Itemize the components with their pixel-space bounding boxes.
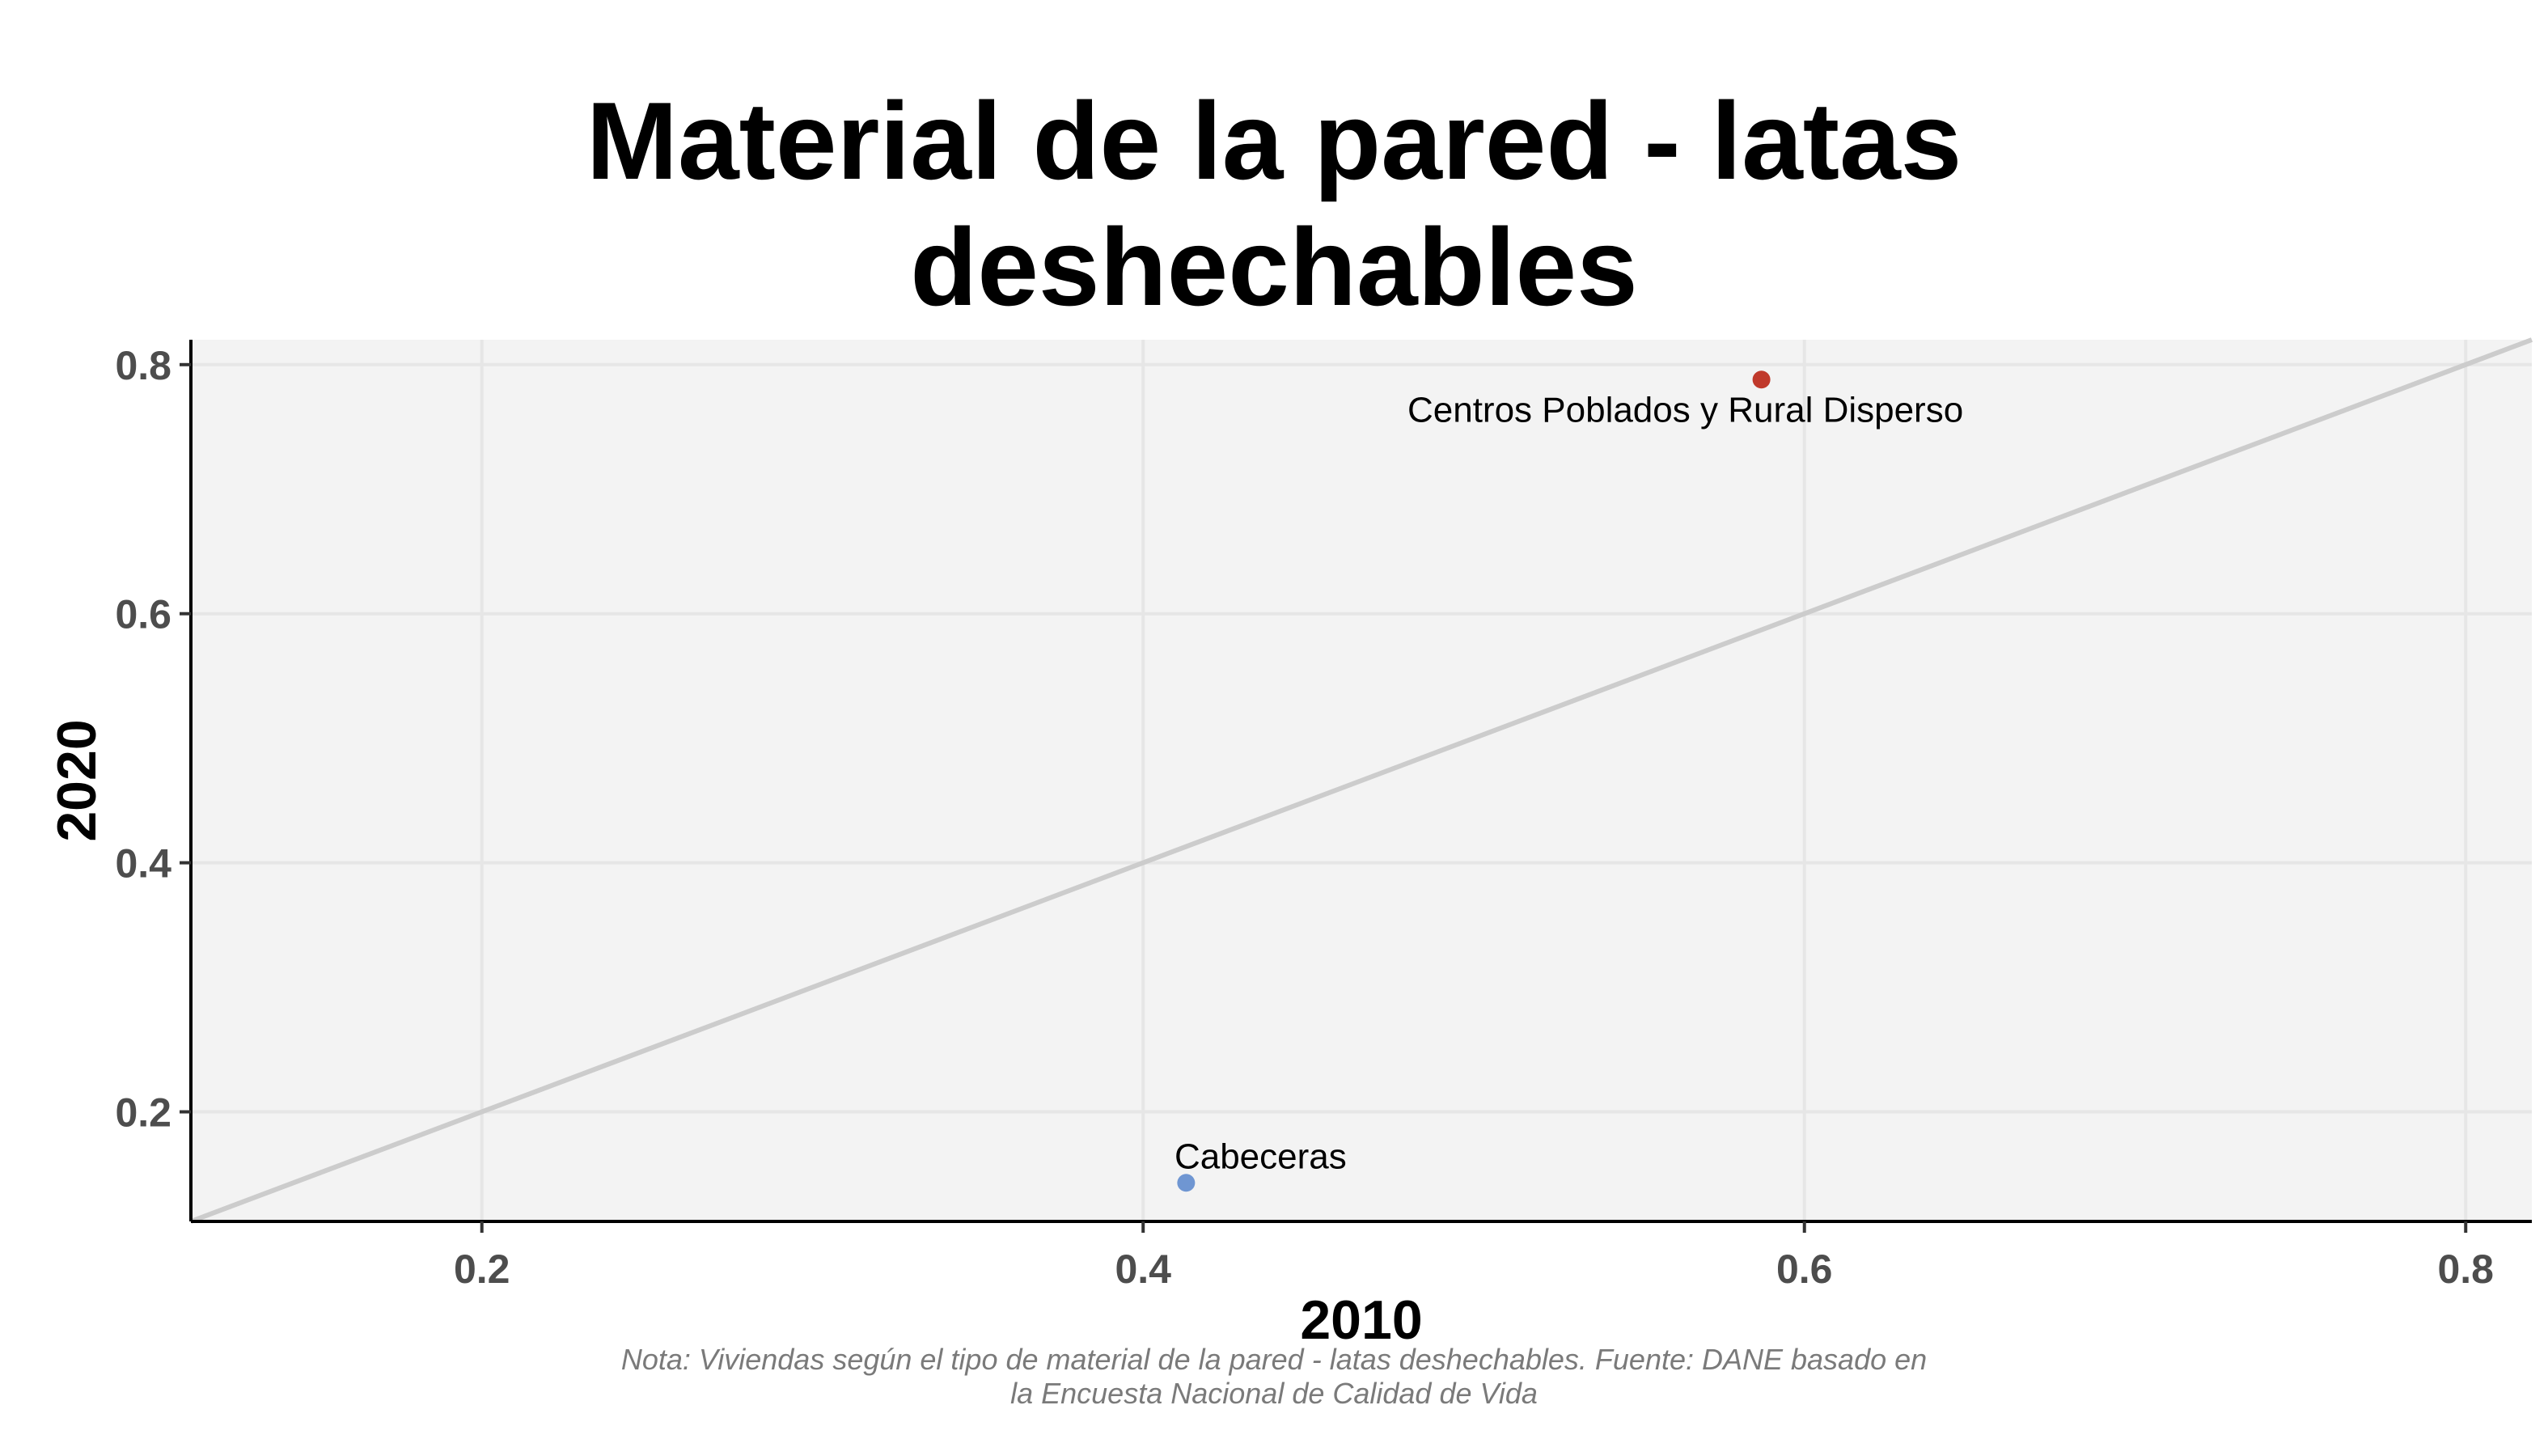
chart-title-line-1: Material de la pared - latas: [586, 79, 1962, 202]
data-point-label: Cabeceras: [1175, 1136, 1347, 1176]
y-tick-label: 0.2: [115, 1090, 171, 1136]
y-tick-label: 0.8: [115, 343, 171, 388]
x-tick-label: 0.4: [1115, 1246, 1171, 1292]
x-tick-label: 0.6: [1776, 1246, 1833, 1292]
chart-caption: Nota: Viviendas según el tipo de materia…: [0, 1343, 2548, 1411]
grid-lines: [191, 340, 2532, 1221]
chart-title: Material de la pared - latas deshechable…: [0, 78, 2548, 330]
caption-line-1: Nota: Viviendas según el tipo de materia…: [620, 1343, 1928, 1376]
x-tick-label: 0.2: [454, 1246, 510, 1292]
reference-line-y-equals-x: [189, 337, 2533, 1224]
y-axis-ticks: 0.2 0.4 0.6 0.8: [115, 343, 191, 1136]
data-point: [1752, 370, 1771, 389]
x-axis-ticks: 0.2 0.4 0.6 0.8: [454, 1221, 2494, 1292]
y-axis-title: 2020: [46, 719, 108, 841]
x-tick-label: 0.8: [2437, 1246, 2494, 1292]
y-tick-label: 0.4: [115, 841, 171, 887]
chart-title-line-2: deshechables: [910, 205, 1638, 328]
caption-line-2: la Encuesta Nacional de Calidad de Vida: [1010, 1377, 1538, 1410]
data-points: Cabeceras Centros Poblados y Rural Disper…: [1175, 370, 1963, 1192]
data-point: [1177, 1174, 1196, 1192]
x-axis-title: 2010: [1300, 1289, 1422, 1351]
y-tick-label: 0.6: [115, 592, 171, 637]
data-point-label: Centros Poblados y Rural Disperso: [1407, 390, 1963, 430]
